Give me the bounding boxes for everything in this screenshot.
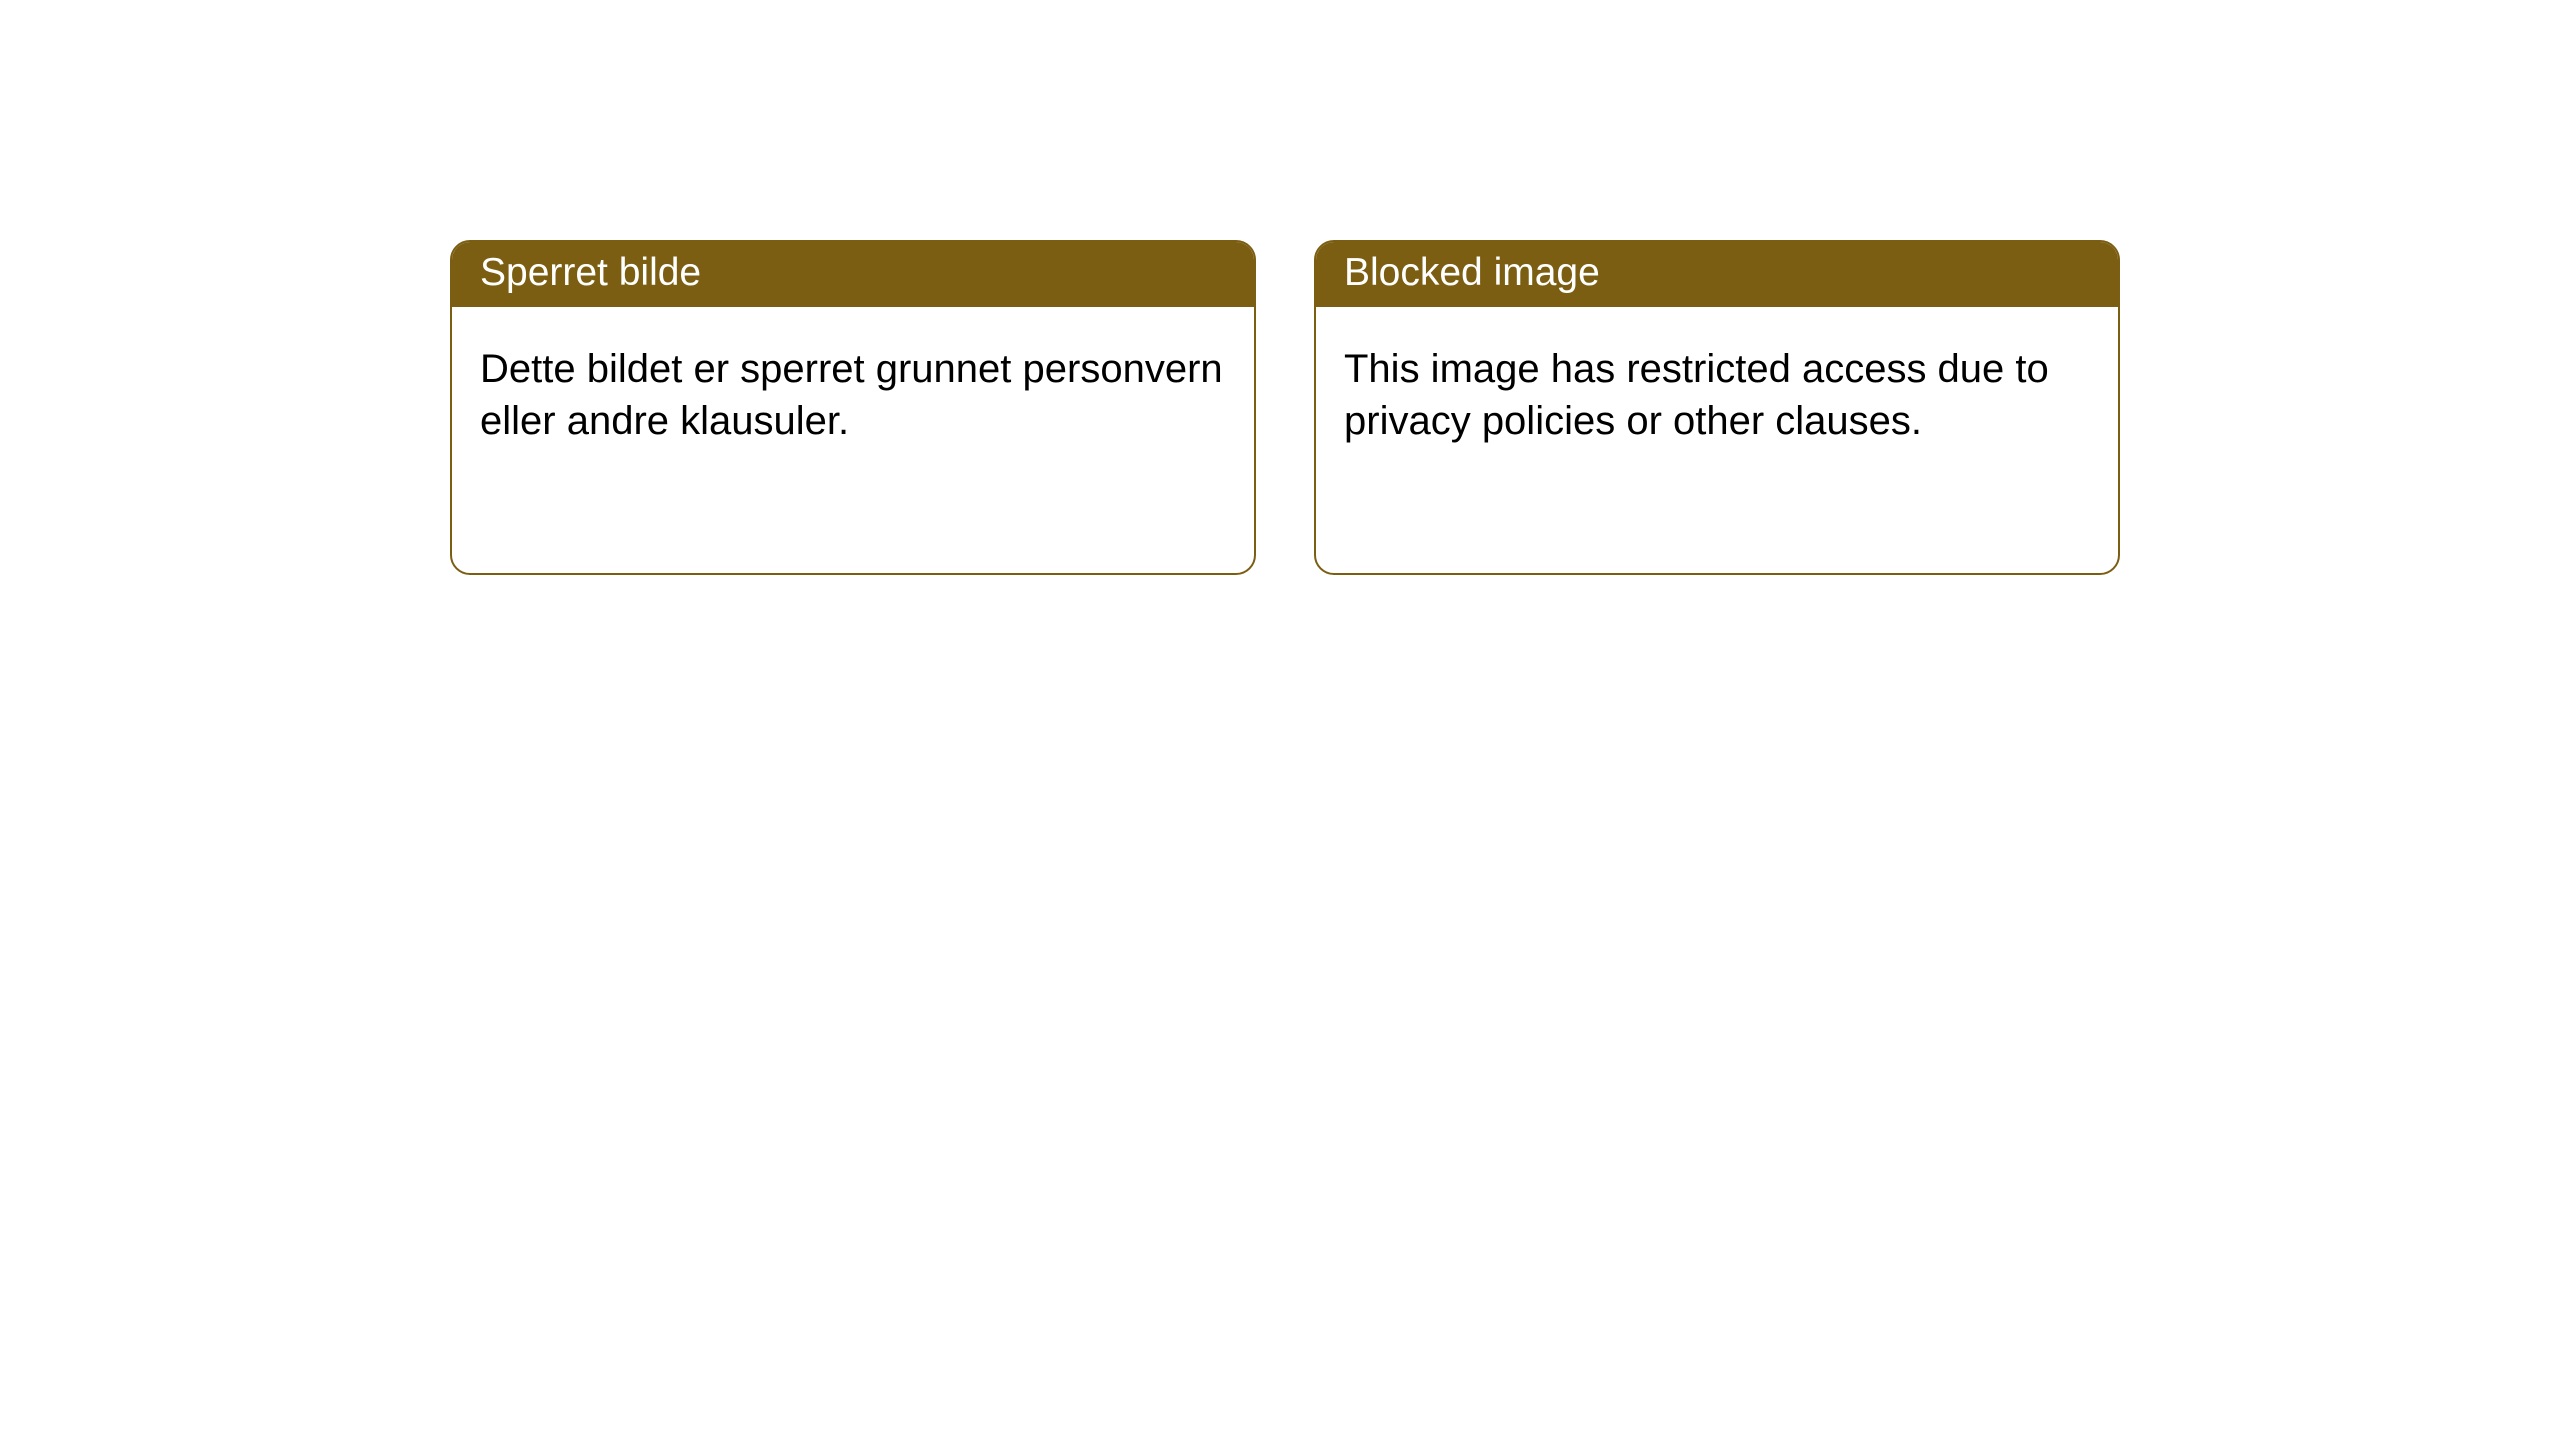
notice-title: Blocked image: [1316, 242, 2118, 307]
notice-body: Dette bildet er sperret grunnet personve…: [452, 307, 1254, 483]
notice-title: Sperret bilde: [452, 242, 1254, 307]
notice-card-norwegian: Sperret bilde Dette bildet er sperret gr…: [450, 240, 1256, 575]
notice-body: This image has restricted access due to …: [1316, 307, 2118, 483]
notice-container: Sperret bilde Dette bildet er sperret gr…: [0, 0, 2560, 575]
notice-card-english: Blocked image This image has restricted …: [1314, 240, 2120, 575]
